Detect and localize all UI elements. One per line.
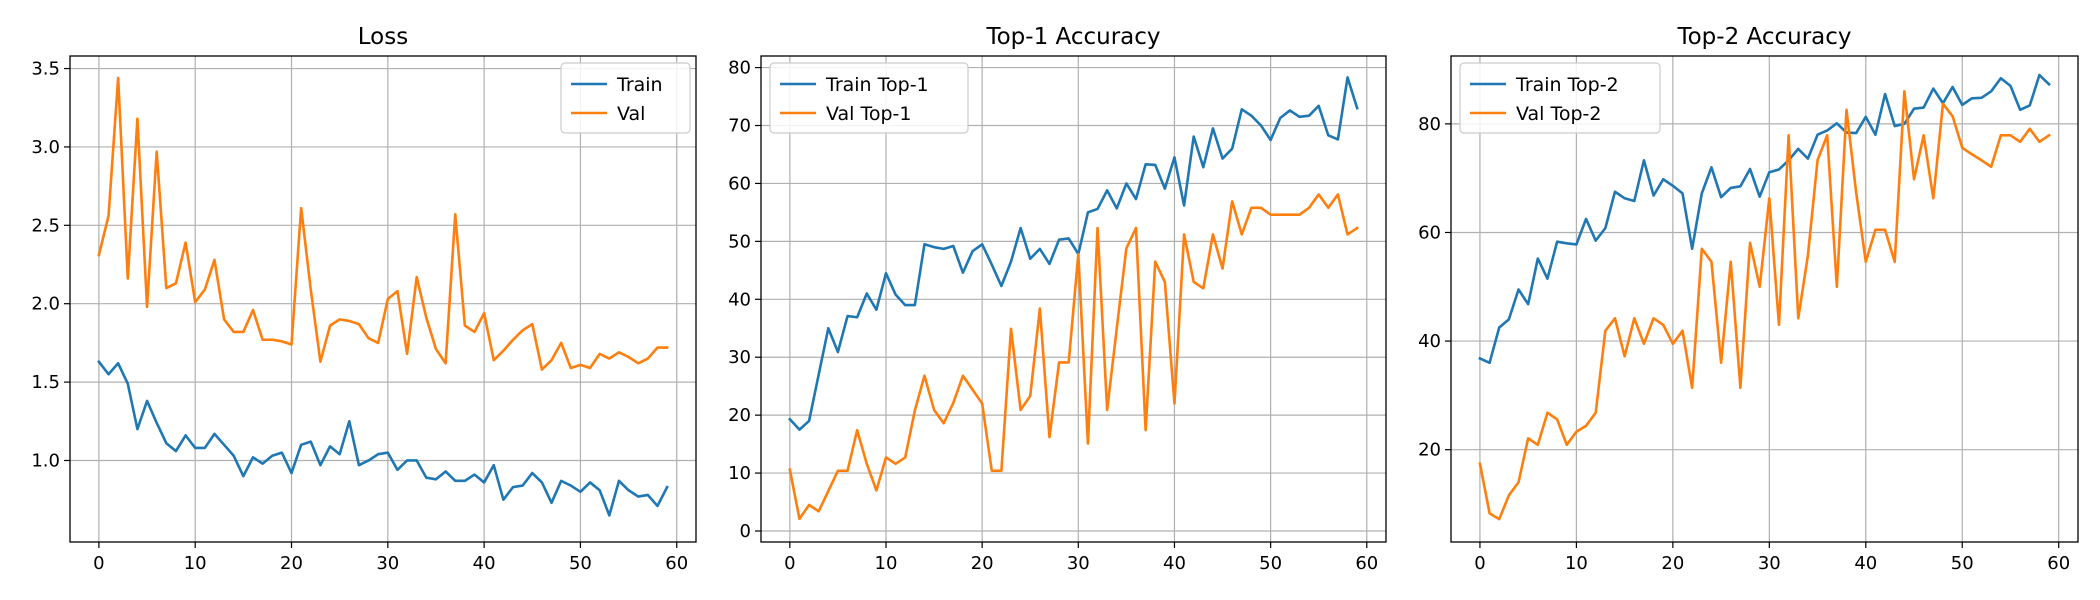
- chart-title: Top-2 Accuracy: [1676, 24, 1851, 50]
- x-tick-label: 0: [784, 553, 795, 574]
- y-tick-label: 1.5: [31, 372, 60, 393]
- x-tick-label: 0: [93, 553, 104, 574]
- y-tick-label: 80: [728, 58, 751, 79]
- y-tick-label: 70: [728, 116, 751, 137]
- legend: Train Top-1 Val Top-1: [769, 62, 969, 134]
- y-tick-label: 50: [728, 231, 751, 252]
- y-tick-label: 2.0: [31, 294, 60, 315]
- chart-title: Top-1 Accuracy: [985, 24, 1160, 50]
- x-tick-label: 40: [1163, 553, 1186, 574]
- legend-box: [1459, 62, 1661, 134]
- plot-frame: [69, 55, 697, 543]
- chart-panel-3: 0 10 20 30 40 50 60 20 40 60 80 Top-2 Accuracy Train…: [1418, 24, 2079, 574]
- y-tick-label: 3.5: [31, 59, 60, 80]
- x-tick-label: 60: [665, 553, 688, 574]
- x-tick-label: 30: [376, 553, 399, 574]
- y-tick-label: 80: [1418, 114, 1441, 135]
- x-tick-label: 40: [473, 553, 496, 574]
- y-tick-label: 20: [728, 405, 751, 426]
- y-tick-label: 20: [1418, 440, 1441, 461]
- legend-label: Val Top-1: [826, 103, 912, 125]
- x-tick-label: 10: [184, 553, 207, 574]
- legend: Train Val: [560, 62, 691, 134]
- x-tick-label: 60: [1355, 553, 1378, 574]
- y-tick-label: 1.0: [31, 450, 60, 471]
- y-tick-label: 10: [728, 463, 751, 484]
- y-tick-label: 3.0: [31, 137, 60, 158]
- x-tick-label: 10: [875, 553, 898, 574]
- x-tick-label: 30: [1758, 553, 1781, 574]
- x-tick-label: 60: [2047, 553, 2070, 574]
- x-tick-label: 50: [569, 553, 592, 574]
- x-tick-label: 40: [1854, 553, 1877, 574]
- y-tick-label: 30: [728, 347, 751, 368]
- y-tick-label: 2.5: [31, 215, 60, 236]
- x-tick-label: 0: [1474, 553, 1485, 574]
- x-tick-label: 20: [971, 553, 994, 574]
- plot-frame: [1450, 55, 2079, 543]
- legend-label: Train: [616, 74, 663, 96]
- legend-box: [769, 62, 969, 134]
- chart-title: Loss: [358, 24, 408, 50]
- x-tick-label: 20: [1661, 553, 1684, 574]
- x-tick-label: 50: [1259, 553, 1282, 574]
- legend: Train Top-2 Val Top-2: [1459, 62, 1661, 134]
- series-line-2: [788, 193, 1359, 521]
- y-tick-label: 60: [1418, 222, 1441, 243]
- legend-label: Train Top-2: [1515, 74, 1619, 96]
- legend-label: Val: [617, 103, 645, 125]
- x-tick-label: 30: [1067, 553, 1090, 574]
- y-tick-label: 0: [740, 521, 751, 542]
- series-line-2: [1478, 90, 2051, 521]
- series-line-1: [97, 359, 669, 517]
- legend-box: [560, 62, 691, 134]
- y-tick-label: 40: [728, 289, 751, 310]
- series-line-2: [97, 76, 669, 371]
- series-line-1: [1478, 73, 2051, 365]
- chart-panel-1: 0 10 20 30 40 50 60 1.0 1.5 2.0 2.5 3.0 3.5 Loss Train…: [31, 24, 697, 574]
- chart-panel-2: 0 10 20 30 40 50 60 0 10 20 30 40 50 60 70 80 Top-1 Accu…: [728, 24, 1387, 574]
- legend-label: Train Top-1: [825, 74, 929, 96]
- x-tick-label: 20: [280, 553, 303, 574]
- y-tick-label: 40: [1418, 331, 1441, 352]
- legend-label: Val Top-2: [1516, 103, 1602, 125]
- x-tick-label: 10: [1565, 553, 1588, 574]
- x-tick-label: 50: [1951, 553, 1974, 574]
- series-line-1: [788, 76, 1359, 431]
- y-tick-label: 60: [728, 173, 751, 194]
